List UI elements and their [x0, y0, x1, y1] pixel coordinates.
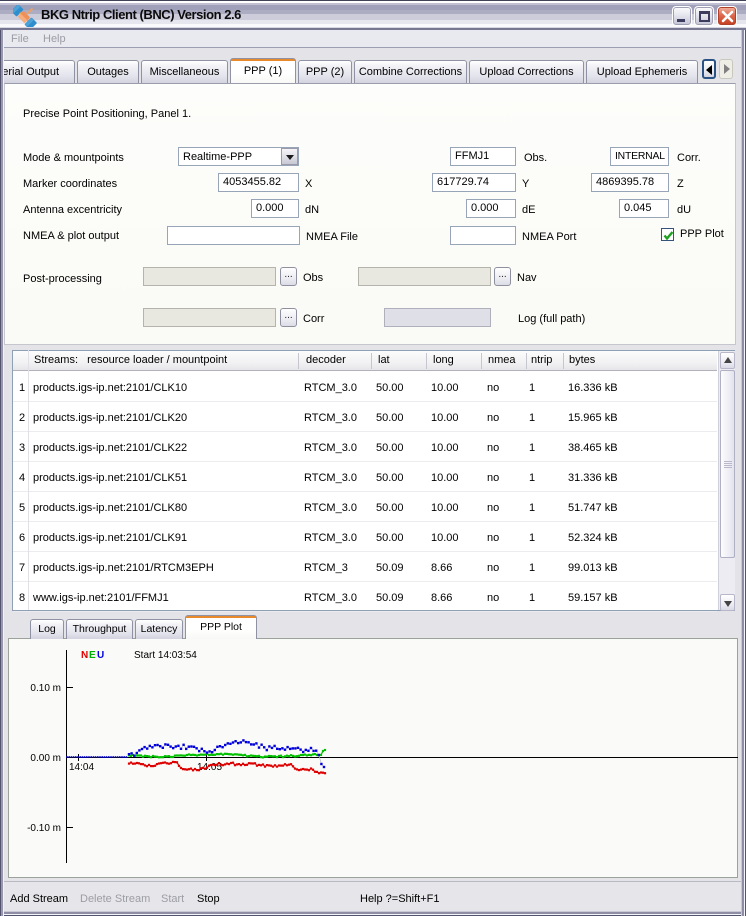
svg-text:U: U	[97, 650, 104, 661]
svg-text:14:05: 14:05	[197, 762, 222, 773]
svg-text:0.00 m: 0.00 m	[30, 753, 61, 764]
svg-text:14:04: 14:04	[69, 762, 94, 773]
svg-text:N: N	[81, 650, 88, 661]
svg-text:-0.10 m: -0.10 m	[27, 823, 61, 834]
svg-text:E: E	[89, 650, 96, 661]
svg-text:Start 14:03:54: Start 14:03:54	[134, 650, 197, 661]
svg-text:0.10 m: 0.10 m	[30, 683, 61, 694]
